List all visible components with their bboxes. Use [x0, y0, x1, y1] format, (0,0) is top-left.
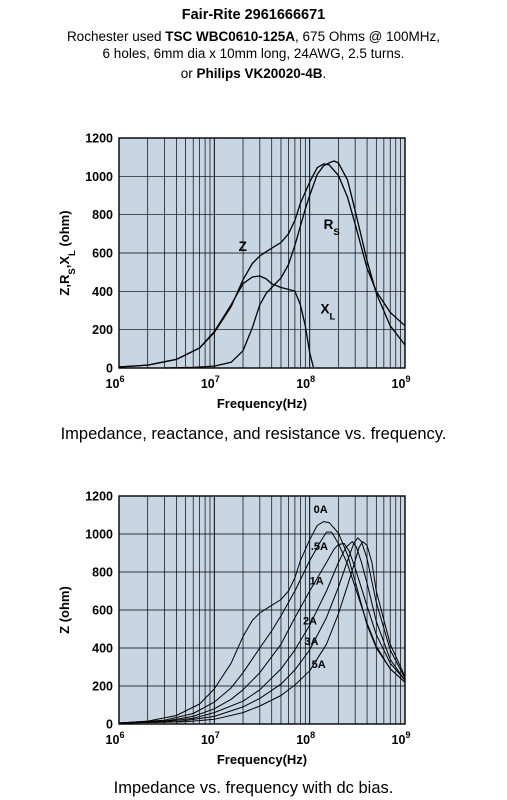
c2-curve-1a: [118, 543, 406, 724]
c1-series-label-rs: RS: [324, 217, 340, 238]
usage-note-line1: Rochester used TSC WBC0610-125A, 675 Ohm…: [0, 29, 507, 45]
c1-xaxis-label: Frequency(Hz): [217, 396, 307, 411]
c2-xtick-label: 108: [296, 730, 315, 747]
part-number-title: Fair-Rite 2961666671: [181, 7, 326, 23]
alternate-prefix: or: [180, 66, 197, 81]
c1-ytick-label: 600: [92, 247, 113, 261]
c2-ytick-label: 0: [106, 718, 113, 732]
chart1-caption: Impedance, reactance, and resistance vs.…: [60, 425, 447, 443]
philips-part-number: Philips VK20020-4B: [196, 66, 323, 81]
c1-grid: [118, 137, 405, 369]
c2-ytick-label: 400: [92, 642, 113, 656]
c1-xtick-label: 107: [201, 374, 220, 391]
alternate-suffix: .: [322, 66, 327, 81]
c2-series-label-2a: 2A: [303, 615, 317, 627]
c2-series-label-5a: 5A: [312, 659, 326, 671]
chart2-caption: Impedance vs. frequency with dc bias.: [113, 779, 394, 797]
usage-note-prefix: Rochester used: [66, 29, 166, 44]
c2-curve-2a: [118, 541, 406, 724]
c2-series-label-5a: .5A: [311, 541, 328, 553]
c2-series-label-0a: 0A: [314, 504, 328, 516]
c2-curve-5a: [118, 541, 406, 724]
c2-ytick-label: 200: [92, 680, 113, 694]
c1-series-label-xl: XL: [321, 301, 336, 322]
usage-note-line2: 6 holes, 6mm dia x 10mm long, 24AWG, 2.5…: [102, 46, 405, 61]
c2-plot-frame: [118, 495, 406, 725]
c2-curve-3a: [118, 537, 406, 724]
tsc-part-number: TSC WBC0610-125A: [165, 29, 296, 44]
c2-xtick-label: 107: [201, 730, 220, 747]
c2-ytick-label: 600: [92, 604, 113, 618]
usage-note-suffix: , 675 Ohms @ 100MHz,: [295, 29, 441, 44]
c1-curve-rs: [164, 160, 406, 369]
c1-ytick-label: 800: [92, 208, 113, 222]
c1-ytick-label: 1200: [85, 132, 113, 146]
c1-yaxis-label: Z,RS,XL (ohm): [57, 210, 78, 295]
c1-ytick-label: 1000: [85, 170, 113, 184]
c1-plot-frame: [118, 137, 406, 369]
c1-series-label-z: Z: [239, 239, 247, 254]
c1-xtick-label: 106: [106, 374, 125, 391]
c2-ytick-label: 800: [92, 566, 113, 580]
c2-series-label-3a: 3A: [304, 636, 318, 648]
c2-ytick-label: 1200: [85, 490, 113, 504]
c2-curve-0a: [118, 521, 406, 724]
c1-ytick-label: 200: [92, 323, 113, 337]
c2-series-label-1a: 1A: [310, 575, 324, 587]
c1-xtick-label: 108: [296, 374, 315, 391]
c2-curve-5a: [118, 531, 406, 724]
c2-xaxis-label: Frequency(Hz): [217, 752, 307, 767]
c1-xtick-label: 109: [392, 374, 411, 391]
c2-ytick-label: 1000: [85, 528, 113, 542]
c2-xtick-label: 106: [106, 730, 125, 747]
c1-curve-xl: [118, 275, 315, 369]
c1-ytick-label: 0: [106, 362, 113, 376]
c2-yaxis-label: Z (ohm): [57, 586, 72, 634]
alternate-part-line: or Philips VK20020-4B.: [0, 66, 507, 82]
c1-ytick-label: 400: [92, 285, 113, 299]
c2-xtick-label: 109: [392, 730, 411, 747]
